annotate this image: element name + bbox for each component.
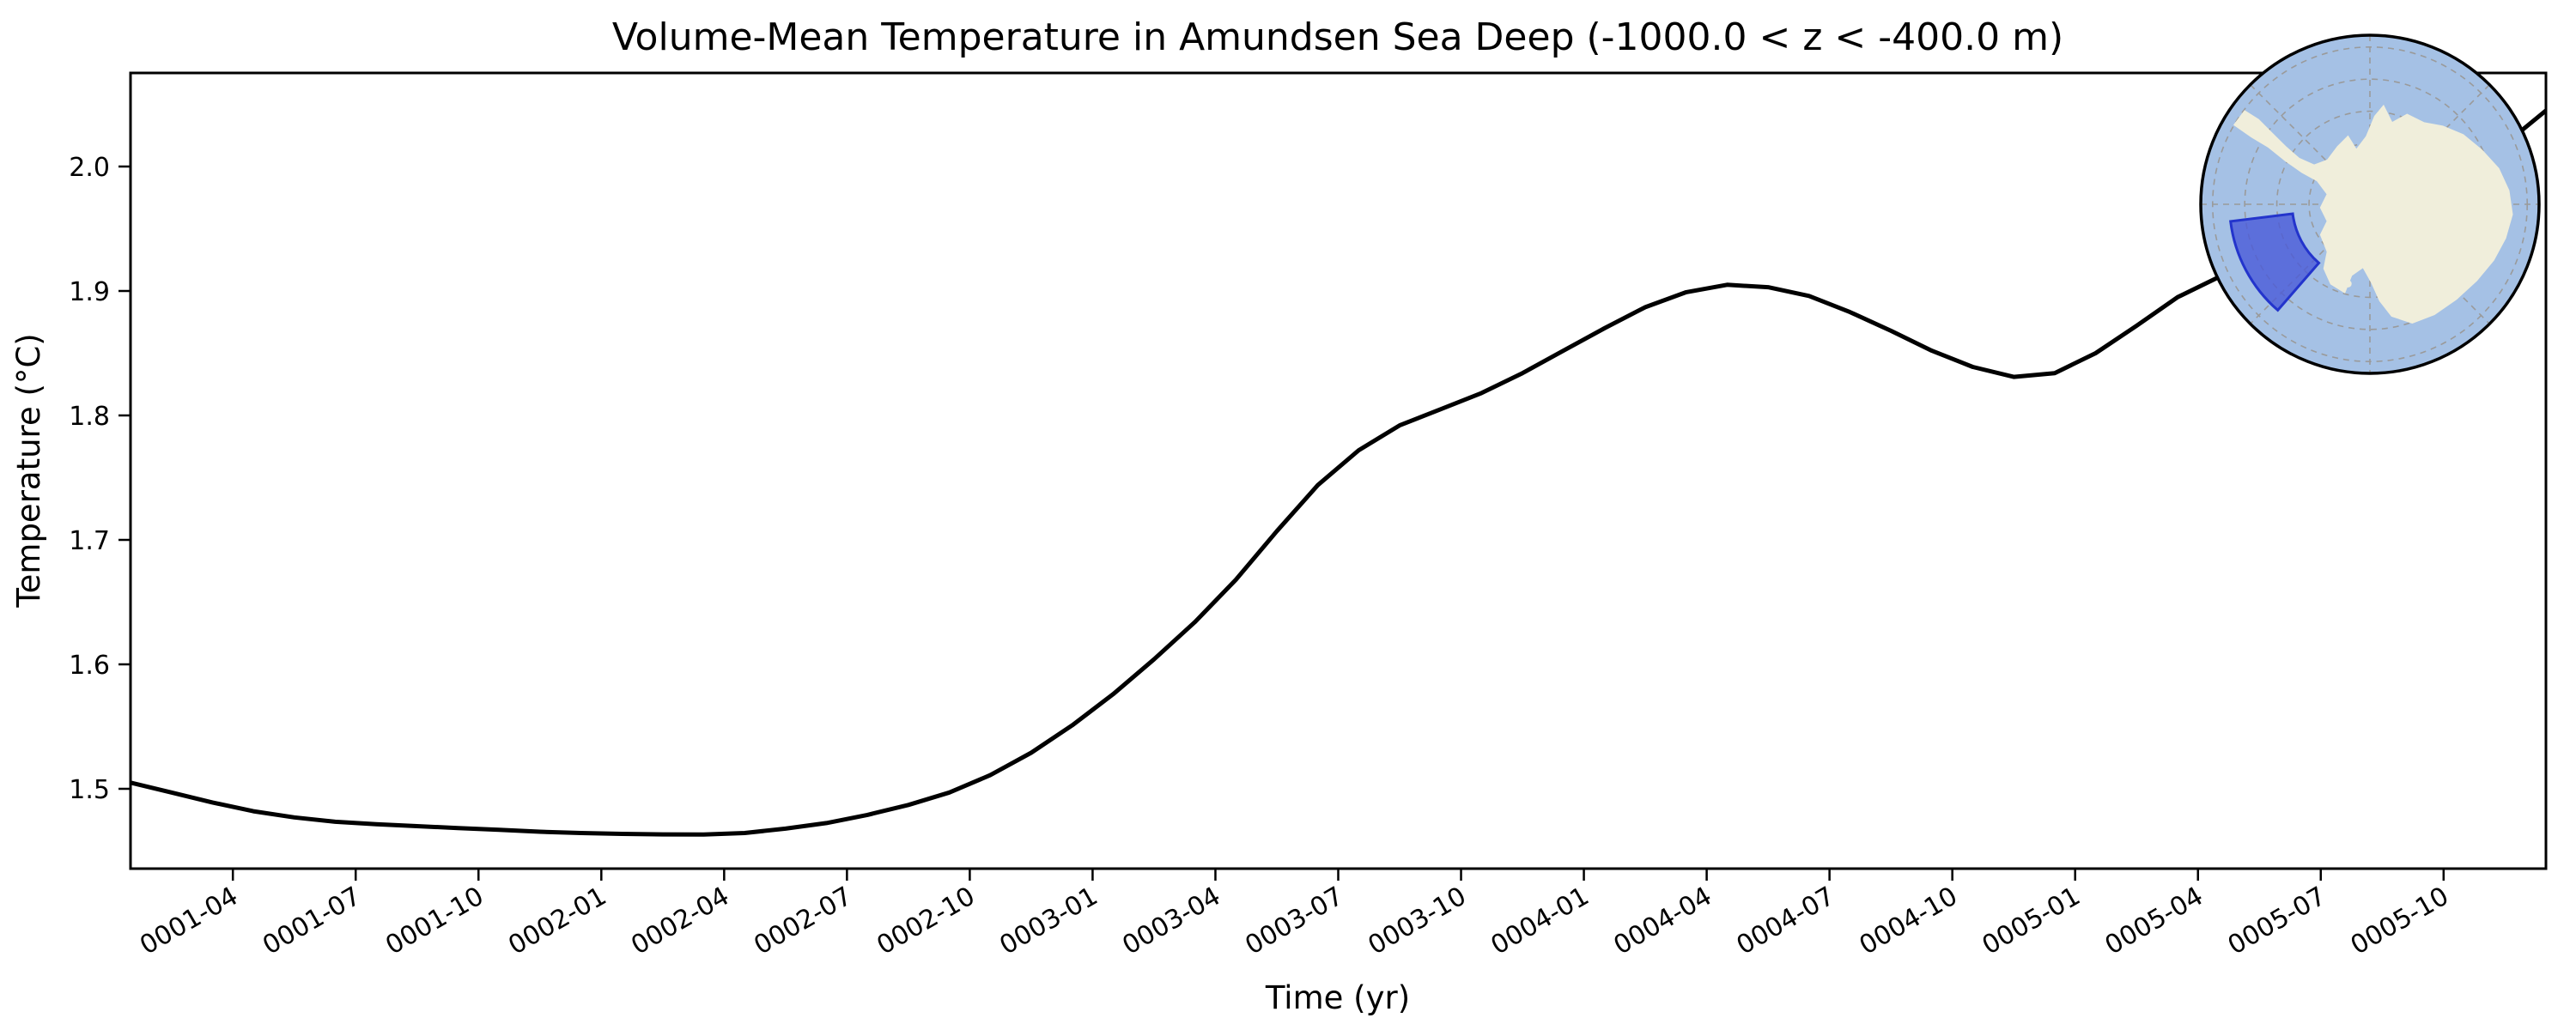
- x-tick-label: 0004-10: [1855, 882, 1963, 961]
- x-tick-label: 0004-07: [1732, 882, 1840, 961]
- x-tick-label: 0002-07: [749, 882, 857, 961]
- inset-island: [2330, 268, 2342, 279]
- y-tick-label: 2.0: [69, 153, 110, 183]
- x-tick-label: 0001-04: [135, 882, 243, 961]
- antarctica-landmass: [2233, 104, 2513, 324]
- x-tick-label: 0002-01: [503, 882, 611, 961]
- x-axis-label: Time (yr): [1265, 979, 1410, 1016]
- antarctica-inset-map: [2199, 33, 2541, 375]
- temperature-line: [131, 108, 2546, 837]
- x-tick-label: 0005-10: [2346, 882, 2454, 961]
- x-tick-label: 0003-07: [1240, 882, 1348, 961]
- x-tick-label: 0004-01: [1486, 882, 1595, 961]
- x-tick-label: 0005-01: [1978, 882, 2086, 961]
- y-tick-label: 1.6: [69, 651, 110, 681]
- x-tick-label: 0005-04: [2100, 882, 2208, 961]
- y-axis-ticks: 1.5 1.6 1.7 1.8 1.9 2.0: [69, 153, 131, 805]
- y-tick-label: 1.9: [69, 277, 110, 307]
- chart-title: Volume-Mean Temperature in Amundsen Sea …: [612, 15, 2063, 59]
- x-tick-label: 0003-04: [1117, 882, 1225, 961]
- amundsen-sea-highlight-region: [2229, 212, 2321, 312]
- x-tick-label: 0001-10: [380, 882, 489, 961]
- x-tick-label: 0003-10: [1363, 882, 1471, 961]
- y-axis-label: Temperature (°C): [10, 333, 47, 608]
- x-tick-label: 0002-10: [872, 882, 980, 961]
- x-tick-label: 0001-07: [258, 882, 366, 961]
- inset-border-circle: [2199, 33, 2541, 375]
- x-tick-label: 0003-01: [994, 882, 1103, 961]
- inset-island: [2344, 280, 2352, 288]
- x-tick-label: 0004-04: [1609, 882, 1717, 961]
- y-tick-label: 1.5: [69, 775, 110, 805]
- x-tick-label: 0002-04: [626, 882, 734, 961]
- x-tick-label: 0005-07: [2223, 882, 2331, 961]
- y-tick-label: 1.7: [69, 526, 110, 556]
- y-tick-label: 1.8: [69, 402, 110, 432]
- x-axis-ticks: 0001-04 0001-07 0001-10 0002-01 0002-04 0002-…: [135, 869, 2454, 961]
- plot-area: [129, 71, 2548, 870]
